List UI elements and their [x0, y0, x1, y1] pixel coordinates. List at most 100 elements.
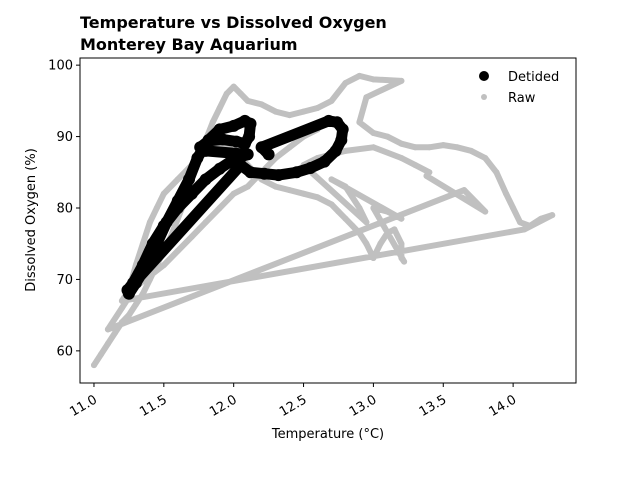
raw-point	[356, 72, 363, 79]
raw-point	[153, 205, 160, 211]
raw-point	[349, 222, 356, 229]
raw-point	[482, 208, 489, 215]
raw-point	[328, 176, 335, 183]
legend: Detided Raw	[479, 70, 559, 106]
raw-point	[244, 97, 251, 104]
raw-point	[517, 219, 524, 226]
raw-point	[342, 215, 349, 222]
raw-point	[160, 190, 167, 197]
raw-point	[423, 172, 430, 179]
raw-point	[125, 312, 132, 319]
raw-point	[230, 83, 237, 90]
y-axis-label: Dissolved Oxygen (%)	[24, 148, 39, 292]
raw-point	[461, 187, 468, 194]
raw-point	[300, 108, 307, 115]
raw-point	[356, 230, 363, 236]
raw-point	[272, 183, 279, 190]
raw-point	[146, 276, 153, 283]
y-tick-label: 90	[56, 130, 73, 145]
raw-point	[230, 190, 237, 197]
raw-point	[160, 262, 167, 269]
raw-point	[272, 108, 279, 115]
raw-point	[468, 147, 475, 154]
x-axis: 11.0 11.5 12.0 12.5 13.0 13.5 14.0	[67, 383, 519, 420]
raw-point	[377, 240, 384, 247]
plot-frame	[79, 57, 577, 384]
raw-point	[440, 142, 447, 149]
y-tick-label: 60	[56, 344, 73, 359]
x-tick-label: 11.0	[67, 392, 100, 419]
raw-point	[300, 190, 307, 197]
raw-point	[314, 194, 321, 201]
raw-point	[139, 290, 146, 297]
raw-point	[398, 77, 405, 84]
raw-point	[174, 176, 181, 183]
raw-point	[363, 94, 370, 101]
raw-point	[384, 133, 391, 140]
raw-point	[370, 144, 377, 151]
raw-point	[342, 183, 349, 190]
y-tick-label: 80	[56, 202, 73, 217]
raw-series	[91, 72, 556, 369]
raw-point	[384, 208, 391, 215]
raw-point	[118, 319, 125, 326]
raw-point	[286, 187, 293, 194]
raw-point	[286, 144, 293, 151]
raw-point	[244, 183, 251, 190]
raw-point	[454, 144, 461, 151]
x-tick-label: 14.0	[487, 392, 520, 419]
legend-marker-raw	[481, 94, 487, 100]
raw-point	[363, 219, 370, 226]
raw-point	[426, 144, 433, 151]
y-tick-label: 70	[56, 273, 73, 288]
x-tick-label: 13.5	[417, 392, 450, 419]
raw-point	[335, 208, 342, 215]
legend-label-detided: Detided	[508, 70, 559, 85]
raw-point	[104, 326, 111, 333]
raw-point	[391, 226, 398, 233]
x-axis-label: Temperature (°C)	[271, 427, 384, 442]
raw-point	[493, 169, 500, 176]
x-tick-label: 12.5	[277, 392, 310, 419]
raw-point	[258, 101, 265, 108]
detided-trace	[122, 115, 349, 300]
raw-point	[139, 240, 146, 247]
raw-point	[398, 240, 405, 247]
raw-point	[412, 162, 419, 169]
raw-point	[98, 351, 104, 358]
raw-point	[216, 105, 223, 111]
raw-point	[237, 90, 244, 97]
raw-point	[286, 112, 293, 119]
raw-point	[538, 215, 545, 222]
chart-title: Temperature vs Dissolved Oxygen	[80, 13, 387, 32]
raw-point	[398, 215, 405, 222]
legend-label-raw: Raw	[508, 91, 536, 106]
y-axis: 60 70 80 90 100	[48, 59, 80, 359]
raw-point	[91, 362, 97, 369]
raw-point	[549, 212, 556, 219]
raw-point	[216, 205, 223, 211]
raw-point	[412, 144, 419, 151]
x-tick-label: 12.0	[207, 392, 240, 419]
raw-point	[521, 226, 528, 233]
raw-point	[328, 97, 335, 104]
raw-point	[314, 105, 321, 111]
raw-point	[370, 130, 377, 136]
raw-point	[118, 305, 125, 311]
raw-point	[174, 247, 181, 254]
raw-point	[384, 230, 391, 236]
raw-point	[526, 222, 533, 229]
raw-point	[132, 301, 139, 308]
chart-subtitle: Monterey Bay Aquarium	[80, 35, 298, 54]
raw-point	[146, 219, 153, 226]
raw-point	[202, 219, 209, 226]
raw-point	[328, 201, 335, 208]
x-tick-label: 11.5	[137, 392, 170, 419]
raw-point	[370, 205, 377, 211]
raw-point	[104, 340, 111, 347]
raw-point	[342, 80, 349, 86]
raw-point	[356, 205, 363, 211]
raw-point	[342, 147, 349, 154]
raw-point	[370, 255, 377, 261]
